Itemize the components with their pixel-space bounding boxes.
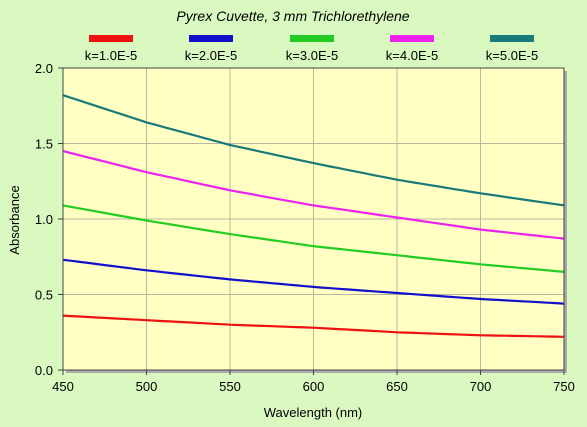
y-axis-label: Absorbance <box>7 185 22 254</box>
x-tick-label: 550 <box>219 379 241 394</box>
x-axis-ticks: 450 500 550 600 650 700 750 <box>52 370 575 394</box>
legend-item-3: k=3.0E-5 <box>286 35 338 63</box>
series-line-3 <box>62 204 565 273</box>
x-tick-label: 700 <box>470 379 492 394</box>
legend-swatch <box>490 35 534 42</box>
legend-swatch <box>390 35 434 42</box>
y-tick-label: 1.0 <box>35 212 53 227</box>
series-line-5 <box>62 94 565 207</box>
legend-swatch <box>189 35 233 42</box>
y-tick-label: 0.5 <box>35 288 53 303</box>
x-axis-label: Wavelength (nm) <box>264 405 363 420</box>
y-tick-label: 1.5 <box>35 137 53 152</box>
x-tick-label: 650 <box>386 379 408 394</box>
legend-label: k=5.0E-5 <box>486 48 538 63</box>
y-tick-label: 0.0 <box>35 363 53 378</box>
legend: k=1.0E-5 k=2.0E-5 k=3.0E-5 k=4.0E-5 k=5.0E-5 <box>85 35 538 63</box>
series-line-1 <box>62 314 565 338</box>
x-tick-label: 450 <box>52 379 74 394</box>
x-tick-label: 750 <box>553 379 575 394</box>
legend-swatch <box>290 35 334 42</box>
x-tick-label: 500 <box>136 379 158 394</box>
chart-title: Pyrex Cuvette, 3 mm Trichlorethylene <box>176 8 409 24</box>
y-axis-ticks: 0.0 0.5 1.0 1.5 2.0 <box>35 61 63 378</box>
legend-label: k=3.0E-5 <box>286 48 338 63</box>
series-lines <box>62 94 565 338</box>
legend-swatch <box>89 35 133 42</box>
y-tick-label: 2.0 <box>35 61 53 76</box>
legend-item-1: k=1.0E-5 <box>85 35 137 63</box>
legend-label: k=2.0E-5 <box>185 48 237 63</box>
series-line-4 <box>62 150 565 240</box>
legend-label: k=1.0E-5 <box>85 48 137 63</box>
legend-item-2: k=2.0E-5 <box>185 35 237 63</box>
legend-label: k=4.0E-5 <box>386 48 438 63</box>
legend-item-5: k=5.0E-5 <box>486 35 538 63</box>
x-tick-label: 600 <box>303 379 325 394</box>
series-line-2 <box>62 258 565 305</box>
legend-item-4: k=4.0E-5 <box>386 35 438 63</box>
